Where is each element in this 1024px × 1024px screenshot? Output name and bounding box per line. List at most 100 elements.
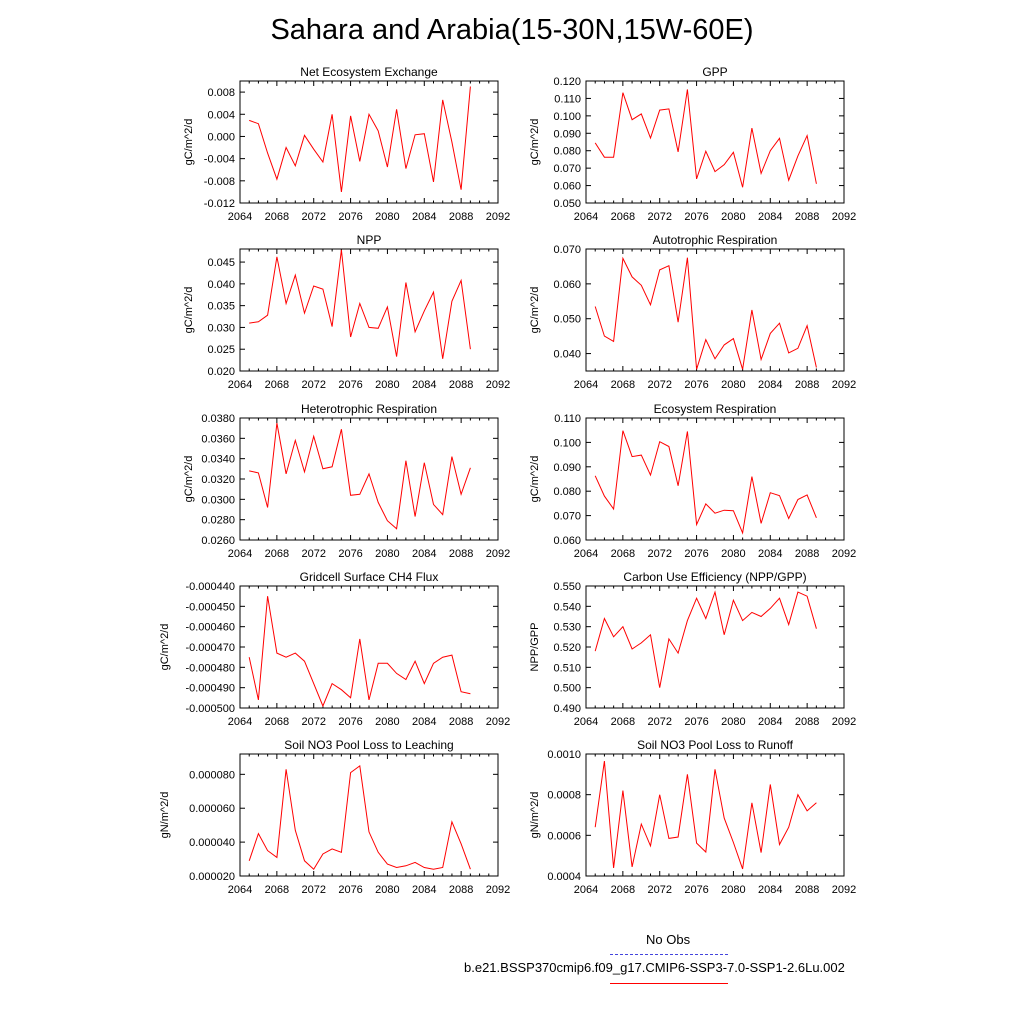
y-axis-label: gC/m^2/d (183, 119, 195, 166)
x-tick-label: 2068 (611, 716, 635, 728)
x-tick-label: 2072 (301, 716, 325, 728)
y-tick-label: 0.110 (554, 93, 581, 105)
x-tick-label: 2084 (758, 716, 782, 728)
y-tick-label: 0.008 (207, 87, 235, 99)
y-tick-label: -0.000460 (185, 622, 235, 634)
x-tick-label: 2068 (265, 211, 289, 223)
legend-model-line (610, 983, 728, 984)
y-tick-label: 0.004 (207, 109, 235, 121)
y-tick-label: 0.030 (207, 322, 235, 334)
series-line (249, 249, 471, 359)
y-tick-label: 0.090 (553, 462, 581, 474)
y-tick-label: -0.004 (204, 154, 235, 166)
x-tick-label: 2076 (684, 716, 708, 728)
chart-panel: Soil NO3 Pool Loss to Runoff 2064 2068 2072… (529, 738, 856, 896)
x-tick-label: 2072 (647, 716, 671, 728)
series-line (594, 89, 817, 188)
y-tick-label: 0.0360 (201, 433, 235, 445)
y-axis-label: gC/m^2/d (183, 456, 195, 503)
x-tick-label: 2068 (265, 548, 289, 560)
x-tick-label: 2088 (795, 211, 819, 223)
x-tick-label: 2068 (611, 379, 635, 391)
x-tick-label: 2092 (486, 211, 510, 223)
chart-panel: NPP 2064 2068 2072 2076 2080 2084 2088 2092 0.020… (183, 233, 510, 391)
x-tick-label: 2080 (721, 548, 745, 560)
y-tick-label: -0.000480 (185, 662, 235, 674)
x-tick-label: 2088 (795, 379, 819, 391)
x-tick-label: 2072 (301, 548, 325, 560)
plot-frame (239, 585, 499, 709)
y-tick-label: 0.080 (553, 486, 581, 498)
x-tick-label: 2088 (449, 884, 473, 896)
y-tick-label: 0.500 (553, 683, 581, 695)
x-tick-label: 2076 (684, 379, 708, 391)
x-tick-label: 2076 (338, 884, 362, 896)
x-tick-label: 2072 (301, 211, 325, 223)
y-tick-label: 0.0260 (201, 535, 235, 547)
series-line (248, 596, 471, 708)
legend-obs-label: No Obs (646, 932, 691, 947)
x-tick-label: 2064 (574, 716, 598, 728)
chart-panel: Ecosystem Respiration 2064 2068 2072 2076 208… (529, 402, 856, 560)
x-tick-label: 2068 (265, 716, 289, 728)
y-tick-label: 0.540 (553, 601, 581, 613)
y-tick-label: 0.0280 (201, 515, 235, 527)
x-tick-label: 2080 (375, 548, 399, 560)
x-tick-label: 2076 (684, 884, 708, 896)
y-axis-label: gC/m^2/d (183, 287, 195, 334)
chart-title: Gridcell Surface CH4 Flux (300, 570, 439, 584)
y-tick-label: 0.070 (553, 511, 581, 523)
chart-panel: GPP 2064 2068 2072 2076 2080 2084 2088 2092 0.050… (529, 65, 856, 223)
x-tick-label: 2092 (486, 548, 510, 560)
x-tick-label: 2092 (832, 884, 856, 896)
y-tick-label: 0.000040 (189, 837, 235, 849)
x-tick-label: 2064 (574, 211, 598, 223)
x-tick-label: 2076 (338, 211, 362, 223)
plot-frame (239, 417, 499, 541)
x-tick-label: 2076 (338, 548, 362, 560)
x-tick-label: 2084 (412, 548, 436, 560)
x-tick-label: 2080 (721, 379, 745, 391)
chart-title: Heterotrophic Respiration (301, 402, 437, 416)
y-tick-label: 0.080 (553, 146, 581, 158)
x-tick-label: 2068 (265, 884, 289, 896)
y-tick-label: 0.000080 (189, 769, 235, 781)
y-tick-label: 0.040 (207, 279, 235, 291)
y-tick-label: 0.000020 (189, 871, 235, 883)
chart-title: Carbon Use Efficiency (NPP/GPP) (623, 570, 806, 584)
series-line (249, 86, 471, 192)
x-tick-label: 2072 (647, 548, 671, 560)
chart-title: Soil NO3 Pool Loss to Runoff (637, 738, 794, 752)
x-tick-label: 2064 (228, 211, 252, 223)
legend-model-label: b.e21.BSSP370cmip6.f09_g17.CMIP6-SSP3-7.… (464, 960, 845, 975)
x-tick-label: 2084 (758, 548, 782, 560)
y-tick-label: -0.000490 (185, 683, 235, 695)
y-tick-label: 0.0340 (201, 454, 235, 466)
y-axis-label: gC/m^2/d (529, 119, 541, 166)
y-tick-label: 0.0010 (547, 749, 581, 761)
x-tick-label: 2092 (486, 716, 510, 728)
chart-panel: Soil NO3 Pool Loss to Leaching 2064 2068 20… (159, 738, 510, 896)
y-tick-label: 0.0380 (201, 413, 235, 425)
chart-panel: Heterotrophic Respiration 2064 2068 2072 207… (183, 402, 510, 560)
y-tick-label: 0.100 (553, 437, 581, 449)
y-tick-label: 0.040 (553, 349, 581, 361)
y-tick-label: -0.000440 (185, 581, 235, 593)
x-tick-label: 2092 (832, 211, 856, 223)
y-tick-label: -0.012 (204, 198, 235, 210)
chart-panel: Autotrophic Respiration 2064 2068 2072 2076 2… (529, 233, 856, 391)
x-tick-label: 2076 (684, 548, 708, 560)
y-tick-label: 0.520 (553, 642, 581, 654)
x-tick-label: 2092 (486, 884, 510, 896)
y-tick-label: 0.000 (207, 131, 235, 143)
chart-title: GPP (702, 65, 727, 79)
y-tick-label: 0.510 (553, 662, 581, 674)
x-tick-label: 2076 (684, 211, 708, 223)
y-tick-label: 0.020 (207, 366, 235, 378)
x-tick-label: 2080 (375, 211, 399, 223)
y-axis-label: NPP/GPP (529, 623, 541, 672)
y-tick-label: 0.060 (553, 279, 581, 291)
x-tick-label: 2064 (228, 716, 252, 728)
y-tick-label: 0.045 (207, 257, 235, 269)
x-tick-label: 2092 (832, 548, 856, 560)
